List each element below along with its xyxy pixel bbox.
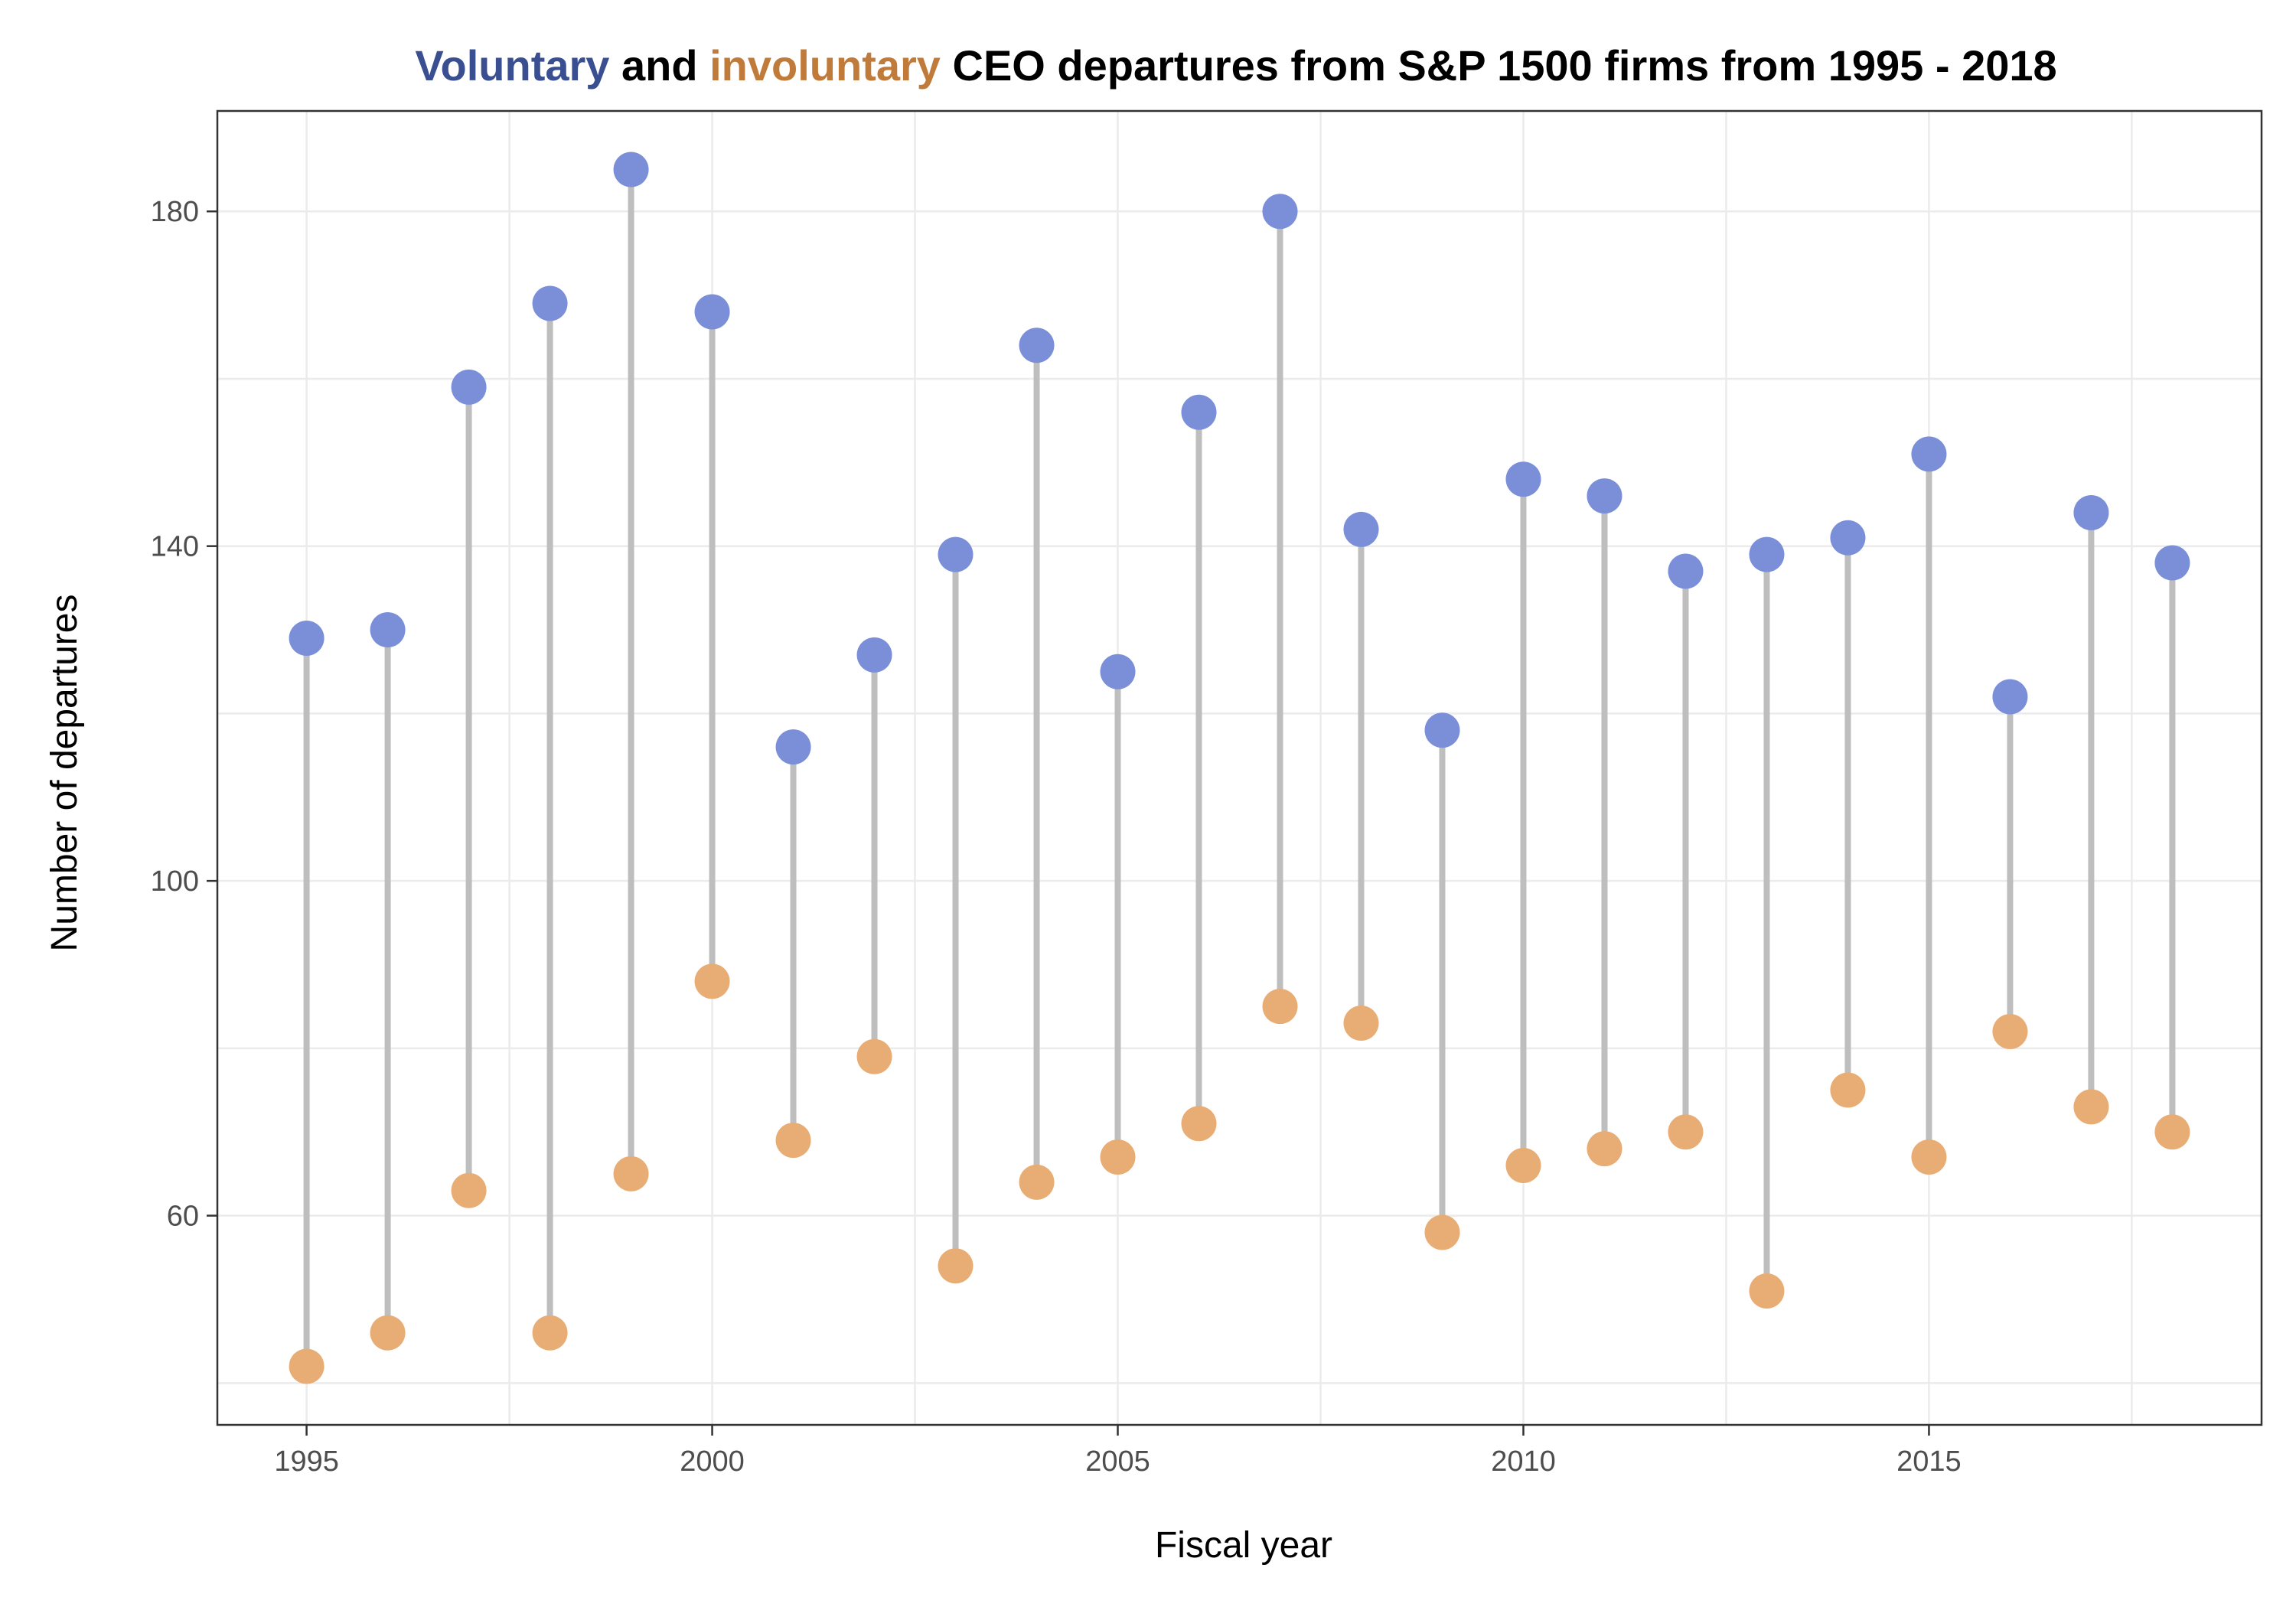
voluntary-point-2013 — [1749, 536, 1785, 572]
voluntary-point-1999 — [613, 152, 649, 187]
title-part-2: involuntary — [709, 41, 941, 90]
involuntary-point-2006 — [1181, 1106, 1217, 1142]
chart-title: Voluntary and involuntary CEO departures… — [415, 41, 2056, 90]
title-part-0: Voluntary — [415, 41, 609, 90]
involuntary-point-2013 — [1749, 1273, 1785, 1309]
voluntary-point-2005 — [1100, 654, 1136, 689]
voluntary-point-2010 — [1505, 461, 1541, 497]
voluntary-point-2006 — [1181, 394, 1217, 430]
voluntary-point-1995 — [289, 620, 325, 656]
involuntary-point-1999 — [613, 1156, 649, 1191]
x-tick-label: 1995 — [274, 1446, 339, 1478]
y-axis-title: Number of departures — [44, 595, 85, 952]
plot-panel — [217, 111, 2262, 1425]
involuntary-point-2002 — [856, 1038, 892, 1074]
voluntary-point-2012 — [1668, 553, 1704, 589]
voluntary-point-2018 — [2154, 545, 2190, 581]
involuntary-point-2018 — [2154, 1114, 2190, 1150]
y-tick-label: 100 — [151, 865, 199, 898]
y-tick-label: 180 — [151, 196, 199, 228]
voluntary-point-2000 — [694, 294, 730, 330]
voluntary-point-2003 — [938, 536, 974, 572]
voluntary-point-2007 — [1262, 194, 1298, 230]
involuntary-point-2005 — [1100, 1139, 1136, 1175]
involuntary-point-2008 — [1343, 1006, 1379, 1041]
y-axis: 60 100 140 180 — [151, 196, 217, 1233]
voluntary-point-1997 — [451, 369, 487, 405]
x-tick-label: 2000 — [680, 1446, 745, 1478]
involuntary-point-1997 — [451, 1172, 487, 1208]
y-tick-label: 60 — [167, 1201, 199, 1233]
voluntary-point-2004 — [1019, 328, 1055, 363]
voluntary-point-1998 — [532, 285, 568, 321]
involuntary-point-2015 — [1911, 1139, 1947, 1175]
involuntary-point-2000 — [694, 963, 730, 999]
voluntary-point-1996 — [370, 612, 406, 648]
voluntary-point-2014 — [1830, 520, 1866, 556]
title-part-3: CEO departures from S&P 1500 firms from … — [941, 41, 2057, 90]
x-tick-label: 2015 — [1896, 1446, 1962, 1478]
involuntary-point-2017 — [2073, 1089, 2109, 1125]
involuntary-point-2001 — [775, 1123, 811, 1159]
gridlines — [217, 111, 2262, 1425]
x-tick-label: 2005 — [1085, 1446, 1150, 1478]
voluntary-point-2017 — [2073, 494, 2109, 530]
voluntary-point-2011 — [1587, 478, 1623, 514]
involuntary-point-2009 — [1424, 1214, 1460, 1250]
involuntary-point-1998 — [532, 1315, 568, 1351]
panel-border — [216, 109, 2263, 1426]
involuntary-point-1996 — [370, 1315, 406, 1351]
voluntary-point-2015 — [1911, 436, 1947, 472]
x-axis: 1995 2000 2005 2010 2015 — [274, 1425, 1962, 1478]
involuntary-point-2014 — [1830, 1072, 1866, 1108]
voluntary-point-2001 — [775, 729, 811, 765]
voluntary-point-2002 — [856, 637, 892, 673]
involuntary-point-2010 — [1505, 1147, 1541, 1183]
data-points — [289, 152, 2190, 1384]
involuntary-point-2011 — [1587, 1131, 1623, 1167]
dumbbell-segments — [303, 169, 2176, 1367]
involuntary-point-2016 — [1992, 1013, 2028, 1049]
voluntary-point-2016 — [1992, 679, 2028, 715]
involuntary-point-2003 — [938, 1248, 974, 1284]
y-tick-label: 140 — [151, 531, 199, 563]
involuntary-point-2004 — [1019, 1164, 1055, 1200]
involuntary-point-2012 — [1668, 1114, 1704, 1150]
involuntary-point-1995 — [289, 1348, 325, 1384]
voluntary-point-2008 — [1343, 511, 1379, 547]
voluntary-point-2009 — [1424, 712, 1460, 748]
title-part-1: and — [609, 41, 709, 90]
x-axis-title: Fiscal year — [1155, 1525, 1332, 1566]
x-tick-label: 2010 — [1491, 1446, 1556, 1478]
involuntary-point-2007 — [1262, 989, 1298, 1025]
